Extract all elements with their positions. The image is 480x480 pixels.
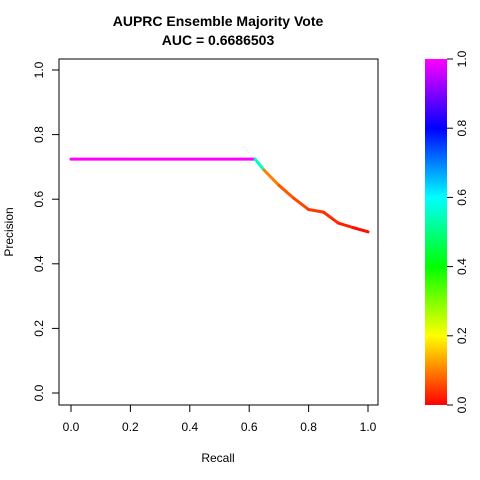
colorbar-ticks: 0.0 0.2 0.4 0.6 0.8 1.0 <box>447 50 469 413</box>
x-tick-label: 1.0 <box>360 420 377 434</box>
x-tick-label: 0.4 <box>181 420 198 434</box>
colorbar-tick-label: 1.0 <box>455 50 469 67</box>
colorbar <box>425 59 447 405</box>
y-tick-label: 0.4 <box>32 255 46 272</box>
y-tick-label: 0.2 <box>32 320 46 337</box>
x-tick-label: 0.2 <box>122 420 139 434</box>
y-tick-label: 0.6 <box>32 191 46 208</box>
colorbar-tick-label: 0.6 <box>455 189 469 206</box>
colorbar-tick-label: 0.2 <box>455 327 469 344</box>
chart-title: AUPRC Ensemble Majority Vote <box>113 13 324 29</box>
x-tick-label: 0.0 <box>63 420 80 434</box>
y-tick-label: 1.0 <box>32 61 46 78</box>
x-tick-label: 0.8 <box>300 420 317 434</box>
y-axis-ticks: 0.0 0.2 0.4 0.6 0.8 1.0 <box>32 61 60 401</box>
colorbar-tick-label: 0.0 <box>455 396 469 413</box>
pr-curve-segment <box>253 157 266 172</box>
pr-curve <box>69 157 370 234</box>
pr-curve-segment <box>292 196 311 212</box>
pr-curve-segment <box>321 210 340 225</box>
pr-curve-segment <box>277 183 296 200</box>
colorbar-tick-label: 0.4 <box>455 258 469 275</box>
x-axis-ticks: 0.0 0.2 0.4 0.6 0.8 1.0 <box>63 404 377 434</box>
plot-box <box>58 58 379 406</box>
x-tick-label: 0.6 <box>241 420 258 434</box>
y-tick-label: 0.8 <box>32 126 46 143</box>
colorbar-tick-label: 0.8 <box>455 120 469 137</box>
pr-curve-segment <box>336 221 355 230</box>
y-axis-label: Precision <box>2 207 16 256</box>
pr-curve-segment <box>262 168 281 187</box>
pr-curve-segment <box>351 226 370 234</box>
y-tick-label: 0.0 <box>32 384 46 401</box>
pr-curve-segment <box>307 208 325 214</box>
chart-subtitle: AUC = 0.6686503 <box>162 32 275 48</box>
x-axis-label: Recall <box>201 451 234 465</box>
